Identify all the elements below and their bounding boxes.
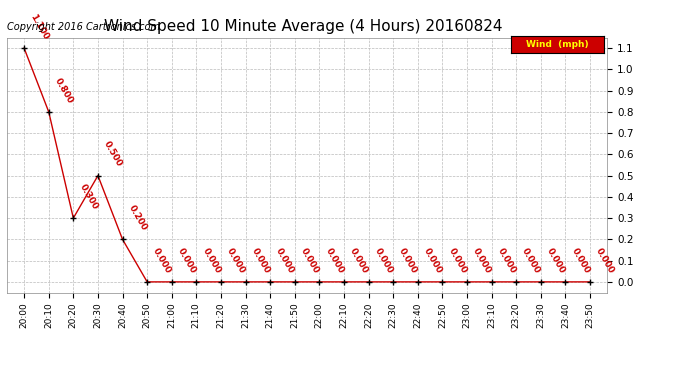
Text: 0.000: 0.000 — [324, 246, 345, 275]
Text: 0.200: 0.200 — [127, 204, 148, 232]
Text: 0.000: 0.000 — [225, 246, 247, 275]
Text: 0.000: 0.000 — [275, 246, 296, 275]
Text: 0.000: 0.000 — [299, 246, 321, 275]
Text: 0.000: 0.000 — [201, 246, 222, 275]
Text: 0.000: 0.000 — [373, 246, 395, 275]
Text: 0.000: 0.000 — [569, 246, 591, 275]
Text: 0.800: 0.800 — [53, 76, 75, 105]
Text: 0.000: 0.000 — [520, 246, 542, 275]
Text: 0.000: 0.000 — [471, 246, 493, 275]
Text: 0.000: 0.000 — [495, 246, 518, 275]
Text: 0.300: 0.300 — [77, 182, 99, 211]
Text: 0.000: 0.000 — [176, 246, 197, 275]
Text: Wind Speed 10 Minute Average (4 Hours) 20160824: Wind Speed 10 Minute Average (4 Hours) 2… — [104, 19, 503, 34]
Text: 0.000: 0.000 — [250, 246, 271, 275]
Text: 0.000: 0.000 — [151, 246, 173, 275]
Text: Copyright 2016 Cartronics.com: Copyright 2016 Cartronics.com — [7, 22, 160, 32]
Text: 0.000: 0.000 — [397, 246, 419, 275]
Text: 0.000: 0.000 — [545, 246, 566, 275]
Text: 0.500: 0.500 — [102, 140, 124, 169]
Text: 1.100: 1.100 — [28, 12, 50, 41]
Text: 0.000: 0.000 — [348, 246, 370, 275]
Text: 0.000: 0.000 — [594, 246, 616, 275]
Text: 0.000: 0.000 — [422, 246, 444, 275]
Text: 0.000: 0.000 — [446, 246, 469, 275]
